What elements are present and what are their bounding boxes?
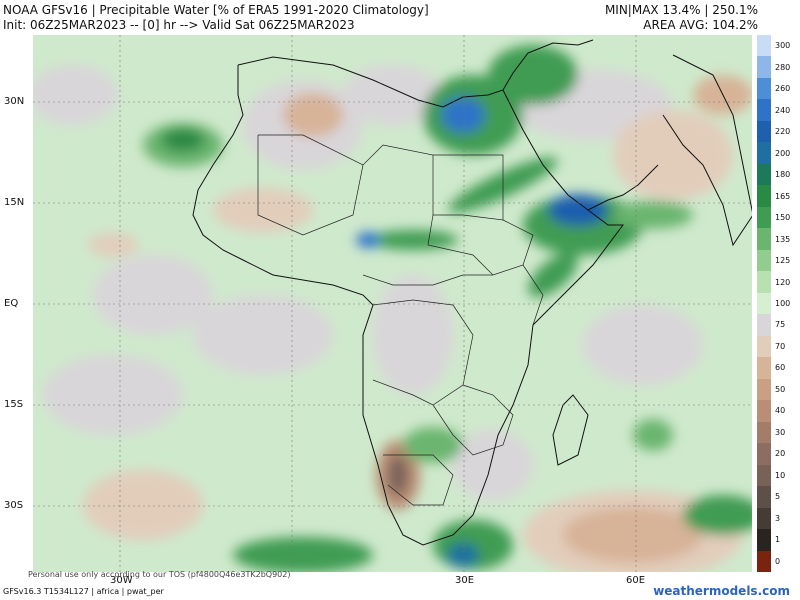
lat-label-30n: 30N xyxy=(4,96,25,107)
colorbar-segment xyxy=(757,228,771,251)
colorbar-segment xyxy=(757,99,771,122)
colorbar-segment xyxy=(757,206,771,229)
colorbar-label: 100 xyxy=(775,299,791,308)
map-canvas xyxy=(33,35,752,572)
colorbar-label: 30 xyxy=(775,427,786,437)
colorbar-segment xyxy=(757,163,771,186)
tos-disclaimer: Personal use only according to our TOS (… xyxy=(28,570,291,579)
colorbar-label: 180 xyxy=(775,170,791,180)
colorbar-label: 165 xyxy=(775,191,791,201)
colorbar-label: 150 xyxy=(775,213,791,223)
colorbar-segment xyxy=(757,400,771,423)
title-line-2: Init: 06Z25MAR2023 -- [0] hr --> Valid S… xyxy=(3,18,355,32)
colorbar-label: 200 xyxy=(775,148,791,158)
colorbar-segment xyxy=(757,271,771,294)
colorbar-label: 1 xyxy=(775,535,781,545)
colorbar xyxy=(757,35,771,573)
coastlines xyxy=(192,39,752,546)
colorbar-label: 10 xyxy=(775,470,786,480)
colorbar-label: 280 xyxy=(775,62,791,72)
colorbar-segment xyxy=(757,550,771,573)
colorbar-label: 0 xyxy=(775,556,781,566)
colorbar-segment xyxy=(757,335,771,358)
colorbar-segment xyxy=(757,464,771,487)
colorbar-label: 125 xyxy=(775,256,791,266)
colorbar-segment xyxy=(757,292,771,315)
colorbar-label: 240 xyxy=(775,105,791,115)
country-borders xyxy=(257,134,544,506)
colorbar-label: 75 xyxy=(775,320,786,330)
map-stats: MIN|MAX 13.4% | 250.1% AREA AVG: 104.2% xyxy=(605,3,758,33)
colorbar-segment xyxy=(757,35,771,57)
lat-label-eq: EQ xyxy=(4,298,19,309)
colorbar-label: 20 xyxy=(775,449,786,459)
colorbar-label: 60 xyxy=(775,363,786,373)
colorbar-segment xyxy=(757,357,771,380)
map-title: NOAA GFSv16 | Precipitable Water [% of E… xyxy=(3,3,429,33)
colorbar-segment xyxy=(757,77,771,100)
colorbar-segment xyxy=(757,56,771,79)
colorbar-segment xyxy=(757,185,771,208)
colorbar-segment xyxy=(757,443,771,466)
colorbar-label: 220 xyxy=(775,127,791,137)
brand-link[interactable]: weathermodels.com xyxy=(653,584,790,598)
title-line-1: NOAA GFSv16 | Precipitable Water [% of E… xyxy=(3,3,429,17)
colorbar-segment xyxy=(757,529,771,551)
colorbar-label: 40 xyxy=(775,406,786,416)
colorbar-segment xyxy=(757,142,771,165)
model-info: GFSv16.3 T1534L127 | africa | pwat_per xyxy=(3,587,164,596)
colorbar-segment xyxy=(757,378,771,401)
colorbar-segment xyxy=(757,507,771,530)
colorbar-segment xyxy=(757,421,771,444)
colorbar-segment xyxy=(757,249,771,272)
lat-label-15s: 15S xyxy=(4,399,24,410)
lat-label-30s: 30S xyxy=(4,500,24,511)
colorbar-segment xyxy=(757,486,771,509)
colorbar-label: 260 xyxy=(775,84,791,94)
lat-label-15n: 15N xyxy=(4,197,25,208)
lon-label-30e: 30E xyxy=(455,575,475,586)
colorbar-label: 50 xyxy=(775,384,786,394)
colorbar-segment xyxy=(757,314,771,337)
lon-label-60e: 60E xyxy=(626,575,646,586)
colorbar-segment xyxy=(757,120,771,143)
anomaly-field xyxy=(33,45,752,572)
colorbar-label: 5 xyxy=(775,492,781,502)
area-avg-stat: AREA AVG: 104.2% xyxy=(643,18,758,32)
min-max-stat: MIN|MAX 13.4% | 250.1% xyxy=(604,3,758,17)
colorbar-label: 70 xyxy=(775,341,786,351)
precipitable-water-map xyxy=(33,35,752,572)
lon-label-30w: 30W xyxy=(110,575,133,586)
colorbar-label: 3 xyxy=(775,513,781,523)
colorbar-label: 120 xyxy=(775,277,791,287)
colorbar-label: 135 xyxy=(775,234,791,244)
colorbar-label: 300 xyxy=(775,41,791,51)
